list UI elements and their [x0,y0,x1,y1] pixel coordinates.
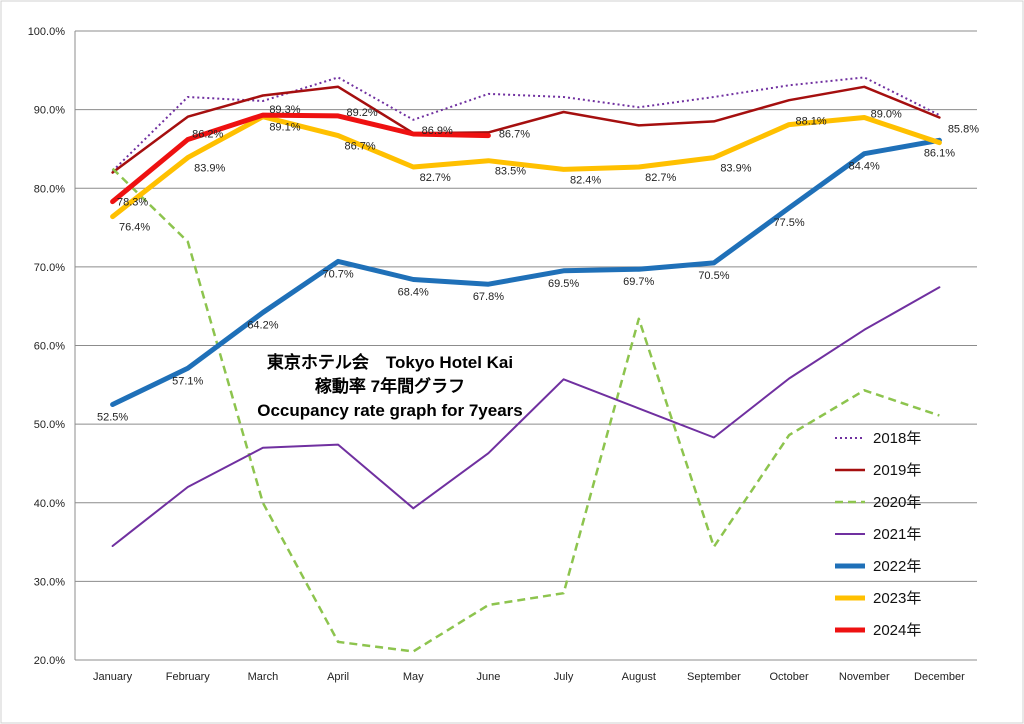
x-tick-label: September [687,671,741,683]
x-tick-label: May [403,671,424,683]
data-label: 69.5% [548,278,579,290]
series-line-3 [111,286,941,547]
data-labels: 52.5% 57.1% 64.2% 70.7% 68.4% 67.8% 69.5% 69.7%… [97,104,979,423]
x-tick-label: July [554,671,574,683]
series-line-1 [111,85,941,174]
x-tick-label: June [476,671,500,683]
data-label: 84.4% [849,161,880,173]
series-line-6 [110,112,491,205]
x-tick-label: January [93,671,133,683]
data-label: 89.0% [871,108,902,120]
x-tick-label: December [914,671,965,683]
series-line-5 [110,114,942,220]
legend-label: 2018年 [873,430,921,447]
y-tick-label: 50.0% [34,419,65,431]
data-label: 67.8% [473,291,504,303]
legend: 2018年 2019年 2020年 2021年 2022年 2023年 2024年 [835,430,921,639]
data-label: 69.7% [623,276,654,288]
data-label: 82.7% [645,172,676,184]
data-label: 83.9% [194,163,225,175]
data-label: 68.4% [398,286,429,298]
y-tick-label: 60.0% [34,341,65,353]
title-line-1: 東京ホテル会 Tokyo Hotel Kai [267,352,513,372]
x-tick-label: March [248,671,279,683]
data-label: 70.7% [322,268,353,280]
y-tick-label: 90.0% [34,105,65,117]
series-line-4 [110,137,942,407]
series-lines [110,76,942,653]
data-label: 82.7% [420,172,451,184]
x-tick-label: August [622,671,656,683]
gridlines [74,30,977,661]
series-line-0 [111,76,940,172]
data-label: 77.5% [773,217,804,229]
data-label: 85.8% [948,124,979,136]
x-tick-label: October [770,671,809,683]
data-label: 57.1% [172,375,203,387]
title-line-2: 稼動率 7年間グラフ [315,376,465,396]
title-line-3: Occupancy rate graph for 7years [257,401,523,420]
data-label: 76.4% [119,222,150,234]
data-label: 82.4% [570,174,601,186]
y-tick-label: 30.0% [34,576,65,588]
x-tick-label: November [839,671,890,683]
data-label: 83.9% [720,163,751,175]
series-line-2 [111,167,940,653]
data-label: 78.3% [117,197,148,209]
data-label: 83.5% [495,166,526,178]
data-label: 86.2% [192,129,223,141]
legend-label: 2024年 [873,622,921,639]
y-tick-label: 100.0% [28,26,66,38]
data-label: 89.1% [269,122,300,134]
data-label: 64.2% [247,319,278,331]
data-label: 86.1% [924,147,955,159]
legend-label: 2020年 [873,494,921,511]
x-tick-label: April [327,671,349,683]
data-label: 70.5% [698,270,729,282]
x-axis-ticks: January February March April May June July Augu… [93,671,965,683]
legend-label: 2023年 [873,590,921,607]
y-tick-label: 40.0% [34,498,65,510]
y-tick-label: 70.0% [34,262,65,274]
data-label: 86.7% [344,141,375,153]
legend-label: 2019年 [873,462,921,479]
data-label: 52.5% [97,411,128,423]
data-label: 89.3% [269,104,300,116]
x-tick-label: February [166,671,211,683]
legend-label: 2022年 [873,558,921,575]
y-tick-label: 80.0% [34,183,65,195]
data-label: 86.7% [499,129,530,141]
y-tick-label: 20.0% [34,655,65,667]
data-label: 88.1% [795,116,826,128]
data-label: 86.9% [422,125,453,137]
legend-label: 2021年 [873,526,921,543]
chart-title: 東京ホテル会 Tokyo Hotel Kai 稼動率 7年間グラフ Occupa… [257,352,523,420]
y-axis-ticks: 20.0% 30.0% 40.0% 50.0% 60.0% 70.0% 80.0% 90.0%… [28,26,66,667]
data-label: 89.2% [346,107,377,119]
